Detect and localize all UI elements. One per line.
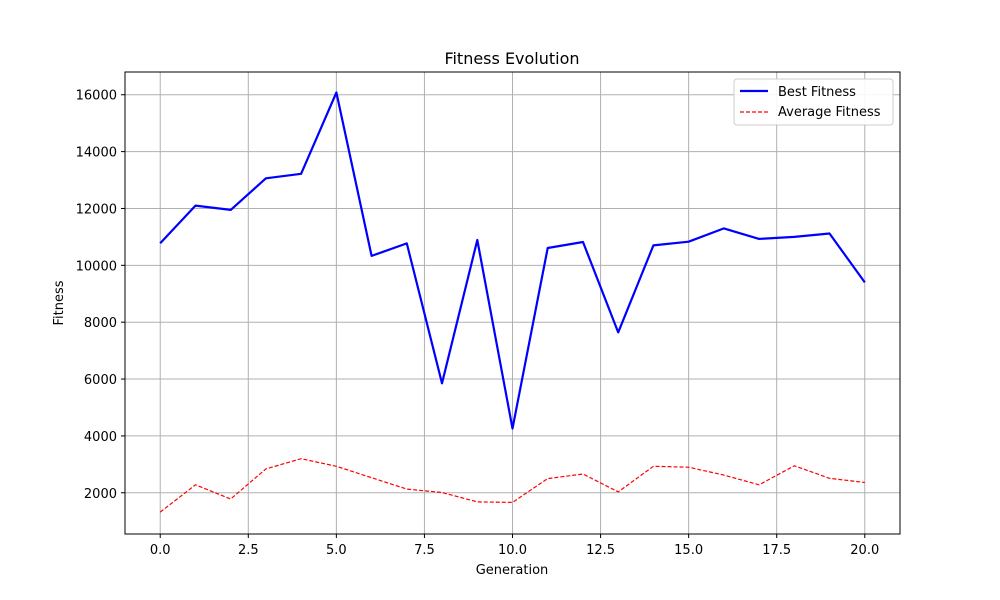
chart-title: Fitness Evolution <box>444 49 579 68</box>
x-tick-label: 2.5 <box>238 543 259 558</box>
y-tick-label: 6000 <box>84 373 117 388</box>
y-tick-label: 2000 <box>84 487 117 502</box>
y-tick-label: 14000 <box>76 146 117 161</box>
series-line-best-fitness <box>159 91 866 430</box>
x-tick-label: 20.0 <box>850 543 879 558</box>
series-lines <box>159 91 866 513</box>
y-tick-label: 12000 <box>76 202 117 217</box>
x-tick-label: 7.5 <box>414 543 435 558</box>
y-axis-ticks: 2000 4000 6000 8000 10000 12000 14000 16000 <box>76 89 125 502</box>
y-tick-label: 4000 <box>84 430 117 445</box>
legend-label-best-fitness: Best Fitness <box>778 85 856 100</box>
y-tick-label: 10000 <box>76 259 117 274</box>
x-tick-label: 0.0 <box>150 543 171 558</box>
legend-label-average-fitness: Average Fitness <box>778 105 881 120</box>
x-tick-label: 5.0 <box>326 543 347 558</box>
legend-box <box>733 78 894 126</box>
x-axis-ticks: 0.0 2.5 5.0 7.5 10.0 12.5 15.0 17.5 20.0 <box>150 534 879 558</box>
x-tick-label: 12.5 <box>586 543 615 558</box>
y-tick-label: 16000 <box>76 89 117 104</box>
y-axis-title: Fitness <box>52 280 67 325</box>
legend: Best Fitness Average Fitness <box>733 78 894 126</box>
x-tick-label: 15.0 <box>674 543 703 558</box>
x-axis-title: Generation <box>476 563 549 578</box>
x-tick-label: 17.5 <box>762 543 791 558</box>
grid-lines <box>125 72 900 534</box>
y-tick-label: 8000 <box>84 316 117 331</box>
x-tick-label: 10.0 <box>498 543 527 558</box>
series-line-average-fitness <box>159 458 865 513</box>
